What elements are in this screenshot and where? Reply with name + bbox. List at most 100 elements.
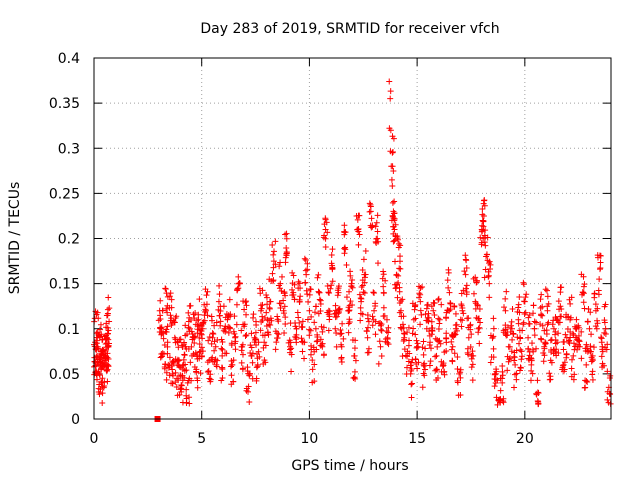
data-point	[581, 384, 588, 391]
data-point	[188, 377, 195, 384]
data-point	[395, 240, 402, 247]
data-point	[557, 289, 564, 296]
data-point	[243, 311, 250, 318]
data-point	[428, 318, 435, 325]
data-point	[383, 316, 390, 323]
data-point	[290, 272, 297, 279]
data-point	[192, 310, 199, 317]
data-point	[325, 289, 332, 296]
data-point	[267, 315, 274, 322]
data-point	[395, 279, 402, 286]
data-point	[389, 182, 396, 189]
x-tick-label: 10	[301, 431, 319, 447]
data-point	[508, 348, 515, 355]
data-point	[371, 307, 378, 314]
data-point	[245, 388, 252, 395]
data-point	[533, 319, 540, 326]
data-point	[157, 297, 164, 304]
data-point	[188, 343, 195, 350]
data-point	[526, 311, 533, 318]
data-point	[457, 316, 464, 323]
data-point	[280, 297, 287, 304]
data-point	[547, 373, 554, 380]
data-point	[590, 344, 597, 351]
data-point	[417, 321, 424, 328]
data-point	[282, 259, 289, 266]
data-point	[603, 346, 610, 353]
data-point	[463, 291, 470, 298]
data-point	[269, 241, 276, 248]
data-point	[567, 314, 574, 321]
data-point	[418, 311, 425, 318]
data-point	[376, 338, 383, 345]
data-point	[270, 277, 277, 284]
data-point	[196, 296, 203, 303]
data-point	[416, 290, 423, 297]
data-point	[484, 257, 491, 264]
data-point	[397, 242, 404, 249]
data-point	[205, 337, 212, 344]
data-point	[306, 291, 313, 298]
data-point	[394, 233, 401, 240]
data-point	[575, 332, 582, 339]
data-point	[390, 238, 397, 245]
data-point	[349, 284, 356, 291]
data-point	[294, 309, 301, 316]
data-point	[409, 330, 416, 337]
data-point	[169, 380, 176, 387]
data-point	[391, 198, 398, 205]
data-point	[244, 364, 251, 371]
data-point	[584, 378, 591, 385]
data-point	[375, 320, 382, 327]
data-point	[513, 376, 520, 383]
data-point	[420, 351, 427, 358]
data-point	[219, 346, 226, 353]
data-point	[558, 313, 565, 320]
data-point	[164, 350, 171, 357]
data-point	[481, 274, 488, 281]
data-point	[200, 321, 207, 328]
data-point	[530, 348, 537, 355]
data-point	[407, 362, 414, 369]
data-point	[304, 291, 311, 298]
data-point	[529, 370, 536, 377]
data-point	[423, 305, 430, 312]
data-point	[497, 387, 504, 394]
data-point	[304, 316, 311, 323]
data-point	[487, 261, 494, 268]
data-point	[546, 370, 553, 377]
data-point	[420, 370, 427, 377]
data-point	[165, 361, 172, 368]
data-point	[238, 327, 245, 334]
data-point	[222, 328, 229, 335]
data-point	[372, 223, 379, 230]
data-point	[168, 363, 175, 370]
data-point	[283, 235, 290, 242]
data-point	[570, 330, 577, 337]
data-point	[539, 322, 546, 329]
data-point	[211, 338, 218, 345]
data-point	[457, 366, 464, 373]
data-point	[462, 252, 469, 259]
data-point	[530, 302, 537, 309]
data-point	[482, 227, 489, 234]
data-point	[241, 323, 248, 330]
data-point	[541, 345, 548, 352]
data-point	[460, 310, 467, 317]
data-point	[346, 318, 353, 325]
data-point	[585, 306, 592, 313]
chart-title: Day 283 of 2019, SRMTID for receiver vfc…	[200, 21, 499, 37]
data-point	[356, 231, 363, 238]
data-point	[223, 350, 230, 357]
data-point	[341, 222, 348, 229]
data-point	[182, 361, 189, 368]
data-point	[446, 289, 453, 296]
data-point	[168, 296, 175, 303]
data-point	[338, 330, 345, 337]
data-point	[447, 306, 454, 313]
data-point	[219, 352, 226, 359]
data-point	[391, 215, 398, 222]
data-point	[191, 339, 198, 346]
data-point	[253, 377, 260, 384]
data-point	[592, 301, 599, 308]
